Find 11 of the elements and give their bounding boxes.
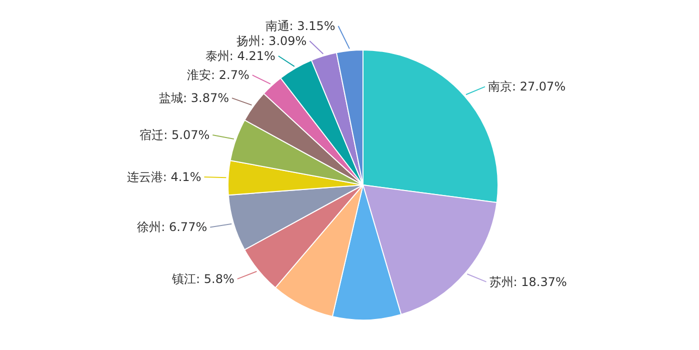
slice-label: 宿迁: 5.07% xyxy=(140,128,210,142)
slice-label: 南通: 3.15% xyxy=(265,19,336,34)
slice-label: 盐城: 3.87% xyxy=(159,91,229,106)
slice-label: 扬州: 3.09% xyxy=(236,34,307,48)
slice-label: 南京: 27.07% xyxy=(488,80,566,94)
slice-label: 镇江: 5.8% xyxy=(171,272,234,286)
slice-label: 苏州: 18.37% xyxy=(489,274,567,289)
slice-label: 徐州: 6.77% xyxy=(137,220,208,234)
slice-label: 淮安: 2.7% xyxy=(187,68,250,82)
slice-label: 泰州: 4.21% xyxy=(205,49,276,64)
slice-label: 连云港: 4.1% xyxy=(126,170,202,184)
